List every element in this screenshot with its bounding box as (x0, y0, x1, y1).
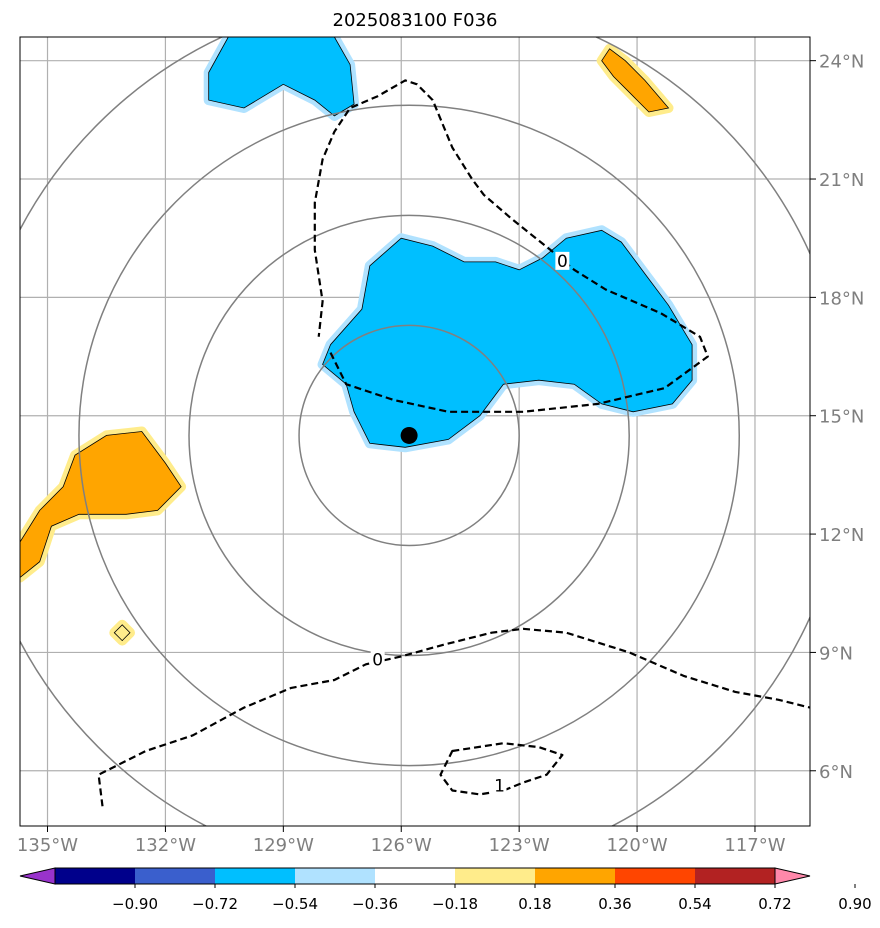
shaded-regions (20, 37, 698, 646)
y-axis: 6°N 9°N 12°N 15°N 18°N 21°N 24°N (810, 52, 864, 783)
range-ring-3 (78, 104, 741, 767)
colorbar-extend-high (774, 867, 811, 885)
colorbar-tick-label-6: 0.36 (598, 895, 631, 913)
central-negative-blob (322, 230, 693, 448)
x-tick-label-0: 135°W (17, 835, 78, 856)
colorbar-segment-6 (535, 868, 616, 884)
y-tick-label-4: 18°N (819, 288, 864, 309)
small-positive-dot-outline (113, 624, 131, 642)
colorbar-segment-4 (375, 868, 456, 884)
y-tick-label-0: 6°N (819, 762, 853, 783)
zero-contour-north-label: 0 (557, 252, 568, 272)
y-tick-label-2: 12°N (819, 525, 864, 546)
one-contour-label-bg (492, 776, 507, 795)
colorbar-tick-label-3: −0.36 (352, 895, 398, 913)
x-tick-label-5: 120°W (606, 835, 667, 856)
zero-contour-north (313, 79, 709, 413)
zero-contour-south (97, 627, 810, 807)
range-ring-2 (188, 214, 630, 657)
central-negative-blob-outline (322, 229, 693, 448)
colorbar-segment-5 (455, 868, 536, 884)
colorbar-segment-3 (295, 868, 376, 884)
colorbar-extend-low (19, 867, 56, 885)
y-tick-label-1: 9°N (819, 643, 853, 664)
colorbar-tick-label-0: −0.90 (112, 895, 158, 913)
x-tick-label-6: 117°W (724, 835, 785, 856)
x-tick-label-1: 132°W (135, 835, 196, 856)
colorbar: −0.90 −0.72 −0.54 −0.36 −0.18 0.18 0.36 0.54 0.7… (19, 867, 872, 913)
colorbar-tick-label-4: −0.18 (432, 895, 478, 913)
colorbar-tick-label-7: 0.54 (678, 895, 711, 913)
colorbar-segment-8 (695, 868, 776, 884)
colorbar-tick-label-5: 0.18 (518, 895, 551, 913)
x-axis: 135°W 132°W 129°W 126°W 123°W 120°W 117°W (17, 826, 786, 856)
zero-contour-south-label-bg (370, 650, 385, 669)
west-positive-blob-outline (20, 431, 182, 579)
north-negative-blob (208, 37, 355, 116)
plot-area: 0 0 1 (20, 37, 810, 826)
colorbar-segment-1 (135, 868, 216, 884)
one-contour-label: 1 (494, 777, 505, 797)
zero-contour-south-label: 0 (372, 650, 383, 670)
northeast-positive-blob (601, 48, 669, 112)
zero-contour-north-label-bg (555, 251, 570, 270)
x-tick-label-3: 126°W (371, 835, 432, 856)
x-tick-label-2: 129°W (253, 835, 314, 856)
x-tick-label-4: 123°W (489, 835, 550, 856)
one-contour (439, 742, 564, 796)
range-ring-1 (298, 324, 520, 547)
plot-frame (19, 36, 811, 827)
markers (400, 426, 418, 444)
storm-center-marker (400, 426, 418, 444)
north-negative-blob-outline (208, 37, 355, 117)
y-tick-label-3: 15°N (819, 407, 864, 428)
y-tick-label-5: 21°N (819, 170, 864, 191)
colorbar-frame (54, 867, 776, 885)
colorbar-tick-label-8: 0.72 (758, 895, 791, 913)
colorbar-tick-label-9: 0.90 (838, 895, 871, 913)
dashed-contours: 0 0 1 (97, 79, 810, 807)
range-rings (20, 37, 810, 826)
colorbar-segment-7 (615, 868, 696, 884)
colorbar-tick-label-1: −0.72 (192, 895, 238, 913)
chart-title: 2025083100 F036 (333, 10, 498, 31)
colorbar-segment-0 (55, 868, 136, 884)
colorbar-segment-2 (215, 868, 296, 884)
colorbar-tick-label-2: −0.54 (272, 895, 318, 913)
northeast-positive-blob-outline (601, 48, 670, 113)
y-tick-label-6: 24°N (819, 52, 864, 73)
west-positive-blob (20, 431, 182, 578)
